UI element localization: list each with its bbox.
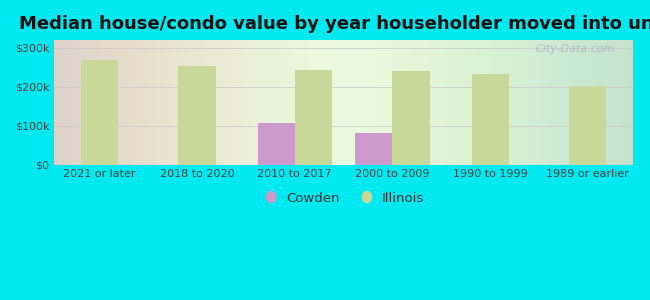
Bar [393,71,430,165]
Bar [356,133,393,165]
Bar [81,60,118,165]
Legend: Cowden, Illinois: Cowden, Illinois [258,187,429,210]
Bar [257,123,294,165]
Bar [179,66,216,165]
Text: City-Data.com: City-Data.com [536,44,616,54]
Bar [569,86,606,165]
Title: Median house/condo value by year householder moved into unit: Median house/condo value by year househo… [19,15,650,33]
Bar [471,74,509,165]
Bar [294,70,332,165]
